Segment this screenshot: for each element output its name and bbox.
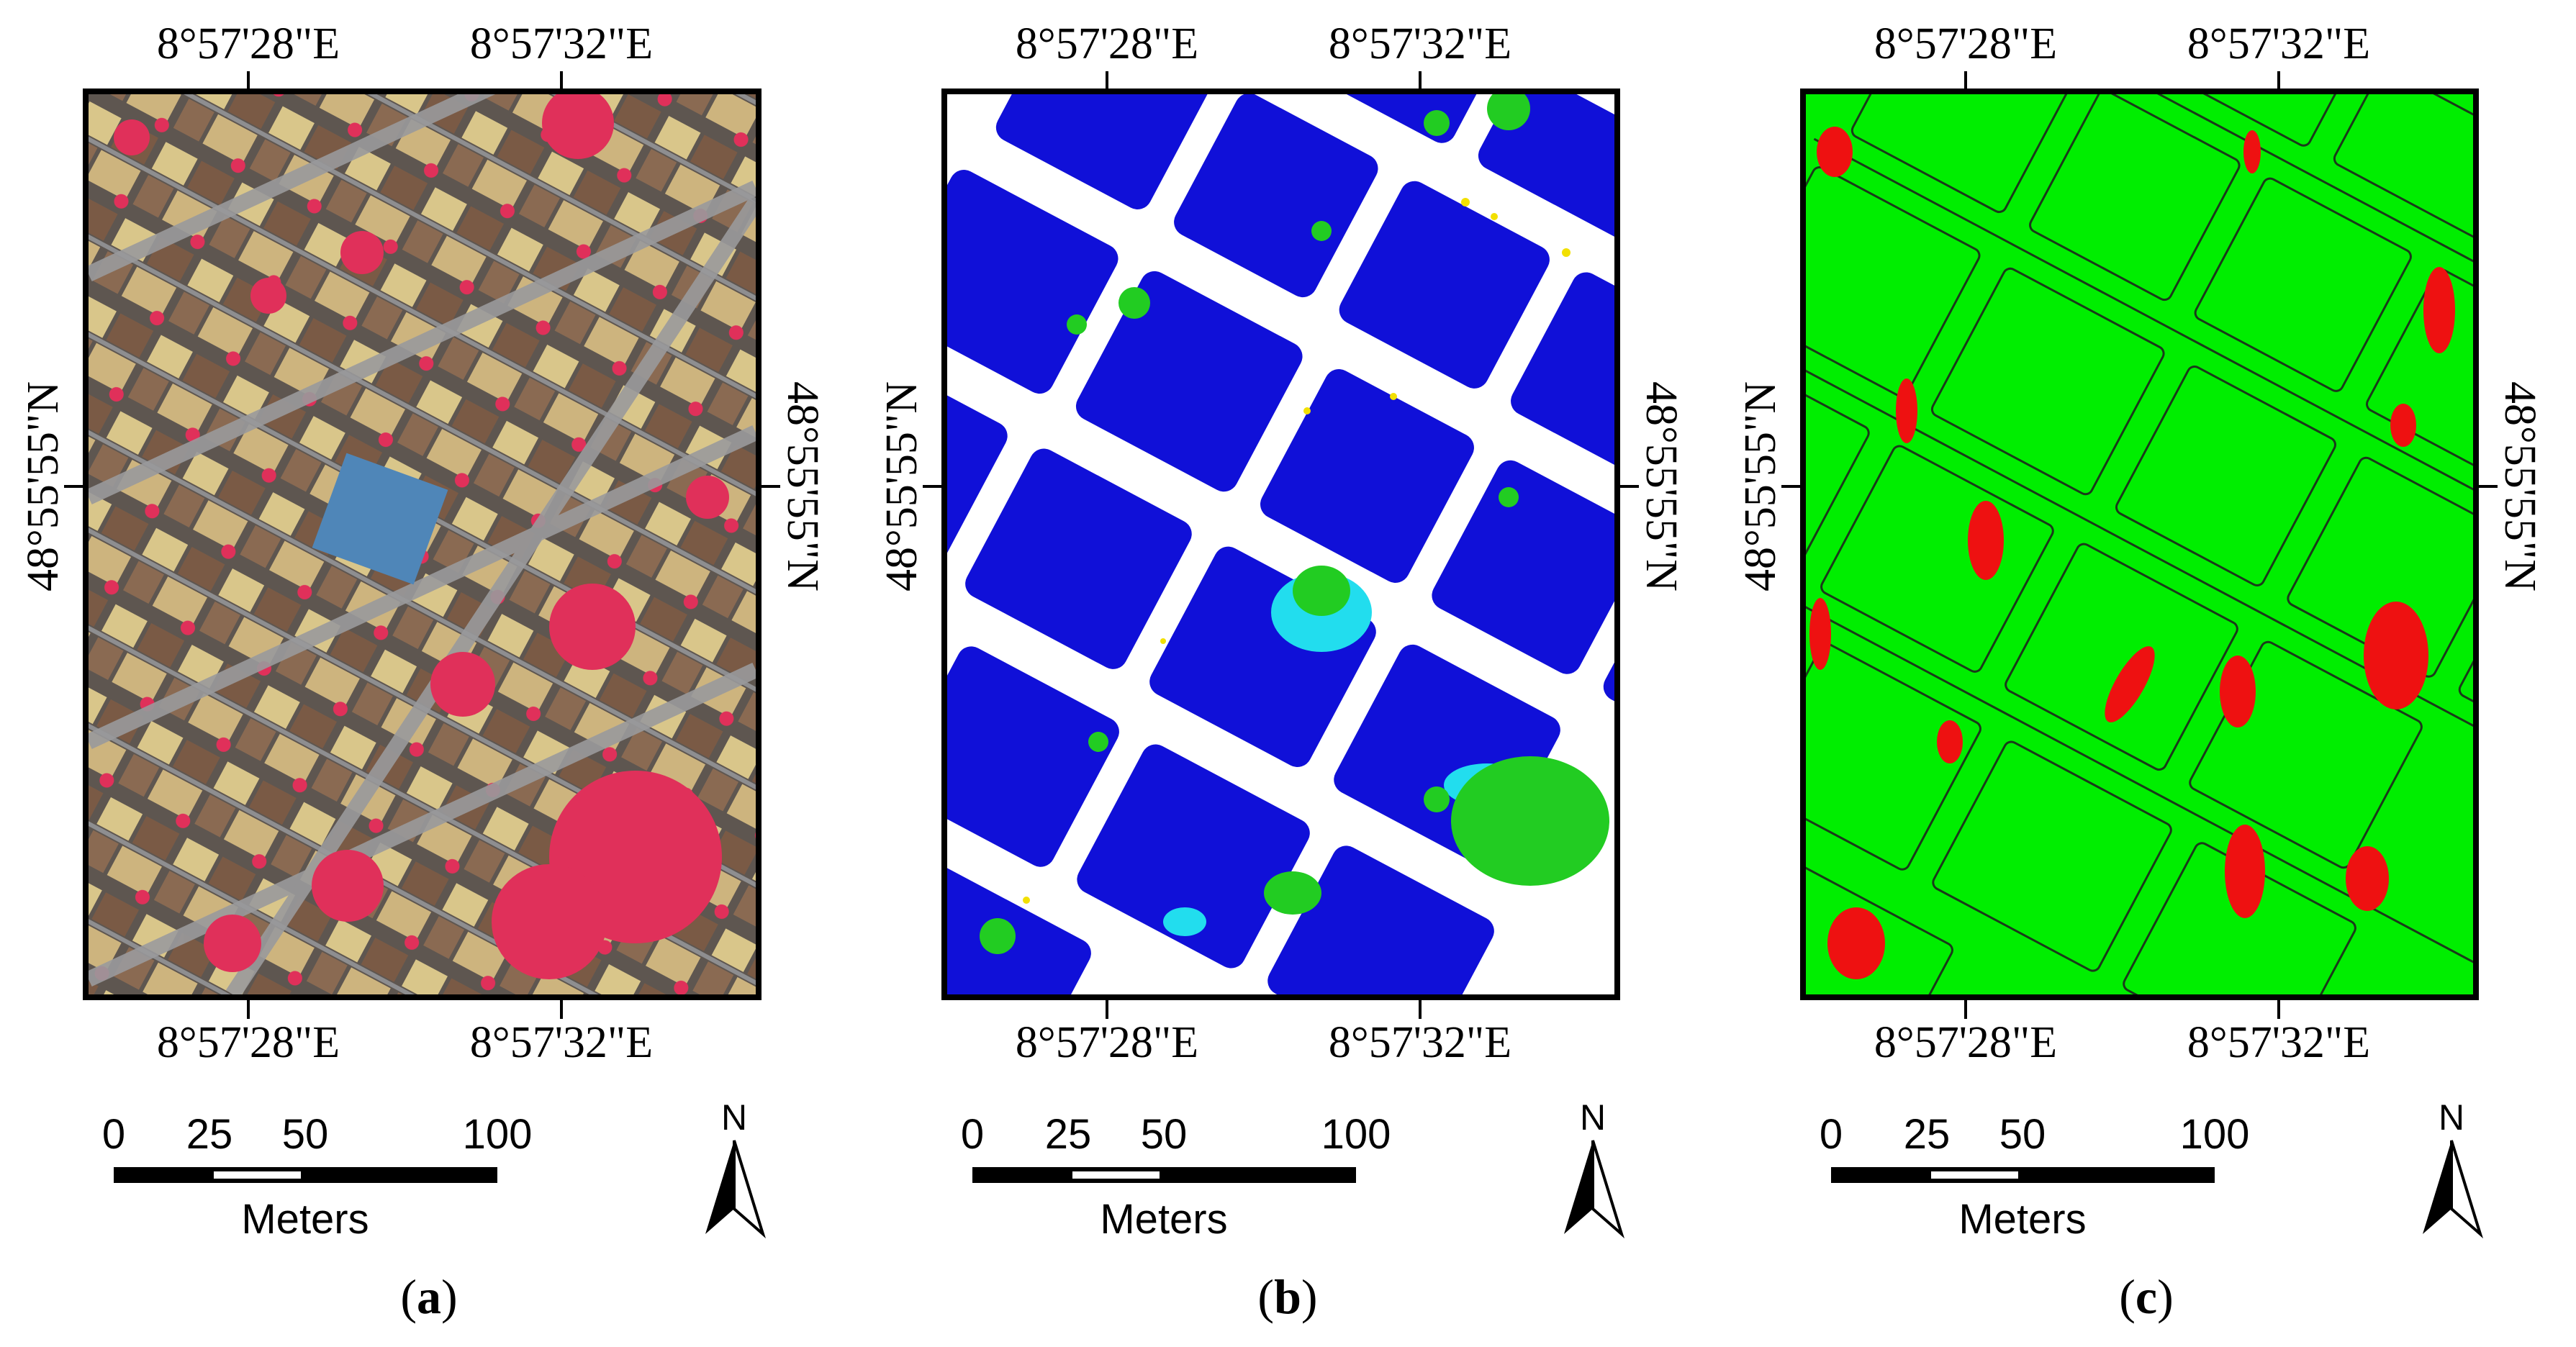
north-arrow-icon (705, 1140, 766, 1239)
tick (247, 1000, 250, 1019)
scale-tick-label: 100 (2179, 1111, 2250, 1158)
scale-tick-label: 25 (186, 1111, 233, 1158)
lon-label-top-1: 8°57'28"E (1874, 19, 2058, 68)
map-frame (83, 89, 761, 1000)
scale-unit: Meters (241, 1196, 369, 1243)
lon-label-bottom-1: 8°57'28"E (156, 1018, 340, 1067)
tick (1106, 1000, 1108, 1019)
scale-segment (1068, 1167, 1164, 1183)
caption-letter: b (1274, 1269, 1301, 1324)
lat-label-right: 48°55'55"N (778, 381, 827, 592)
panel-b: 8°57'28"E 8°57'32"E (859, 0, 1717, 1347)
panel-caption: (a) (400, 1269, 458, 1324)
lon-label-top-2: 8°57'32"E (1328, 19, 1512, 68)
scale-segment (114, 1167, 209, 1183)
scale-segment (1831, 1167, 1927, 1183)
scale-segment (1164, 1167, 1356, 1183)
tick (1419, 1000, 1422, 1019)
scale-tick-label: 0 (960, 1111, 985, 1158)
tick (2277, 1000, 2280, 1019)
lon-label-top-1: 8°57'28"E (1015, 19, 1199, 68)
north-arrow-icon (1564, 1140, 1624, 1239)
scale-tick-label: 0 (1819, 1111, 1843, 1158)
lon-label-bottom-1: 8°57'28"E (1874, 1018, 2058, 1067)
map-frame (941, 89, 1620, 1000)
scale-unit: Meters (1100, 1196, 1228, 1243)
lon-label-top-2: 8°57'32"E (2187, 19, 2371, 68)
tick (560, 71, 563, 90)
north-label: N (2438, 1097, 2465, 1138)
scale-tick-label: 25 (1903, 1111, 1951, 1158)
accuracy-map (1806, 94, 2473, 994)
tick (1781, 485, 1800, 488)
scale-segment (2023, 1167, 2215, 1183)
scale-segment (209, 1167, 305, 1183)
lon-label-bottom-2: 8°57'32"E (469, 1018, 654, 1067)
tick (2479, 485, 2498, 488)
north-arrow-icon (2423, 1140, 2483, 1239)
tick (247, 71, 250, 90)
tick (1964, 71, 1967, 90)
map-frame (1800, 89, 2479, 1000)
tick (923, 485, 941, 488)
scale-segment (305, 1167, 497, 1183)
scale-tick-label: 50 (281, 1111, 329, 1158)
lat-label-left: 48°55'55"N (877, 381, 926, 592)
aerial-image (89, 94, 756, 994)
scale-tick-label: 0 (101, 1111, 126, 1158)
lon-label-bottom-1: 8°57'28"E (1015, 1018, 1199, 1067)
panel-caption: (c) (2119, 1269, 2174, 1324)
caption-letter: c (2135, 1269, 2158, 1324)
scale-tick-label: 50 (1999, 1111, 2046, 1158)
north-label: N (1579, 1097, 1606, 1138)
tick (1419, 71, 1422, 90)
panel-a: 8°57'28"E 8°57'32"E (0, 0, 859, 1347)
panel-c: 8°57'28"E 8°57'32"E (1717, 0, 2576, 1347)
lon-label-top-1: 8°57'28"E (156, 19, 340, 68)
scale-tick-label: 50 (1140, 1111, 1188, 1158)
classification-map (947, 94, 1614, 994)
tick (2277, 71, 2280, 90)
lat-label-right: 48°55'55"N (1637, 381, 1686, 592)
lon-label-bottom-2: 8°57'32"E (1328, 1018, 1512, 1067)
scale-unit: Meters (1958, 1196, 2087, 1243)
lat-label-left: 48°55'55"N (19, 381, 68, 592)
lat-label-left: 48°55'55"N (1736, 381, 1785, 592)
tick (1964, 1000, 1967, 1019)
lat-label-right: 48°55'55"N (2495, 381, 2544, 592)
scale-bar (1831, 1167, 2215, 1183)
scale-tick-label: 25 (1044, 1111, 1092, 1158)
scale-segment (972, 1167, 1068, 1183)
scale-bar (972, 1167, 1356, 1183)
scale-segment (1927, 1167, 2023, 1183)
panel-caption: (b) (1257, 1269, 1318, 1324)
scale-bar (114, 1167, 497, 1183)
lon-label-top-2: 8°57'32"E (469, 19, 654, 68)
tick (761, 485, 780, 488)
scale-tick-label: 100 (462, 1111, 533, 1158)
tick (1620, 485, 1639, 488)
caption-letter: a (417, 1269, 441, 1324)
tick (1106, 71, 1108, 90)
tick (64, 485, 83, 488)
lon-label-bottom-2: 8°57'32"E (2187, 1018, 2371, 1067)
tick (560, 1000, 563, 1019)
north-label: N (720, 1097, 748, 1138)
scale-tick-label: 100 (1321, 1111, 1391, 1158)
